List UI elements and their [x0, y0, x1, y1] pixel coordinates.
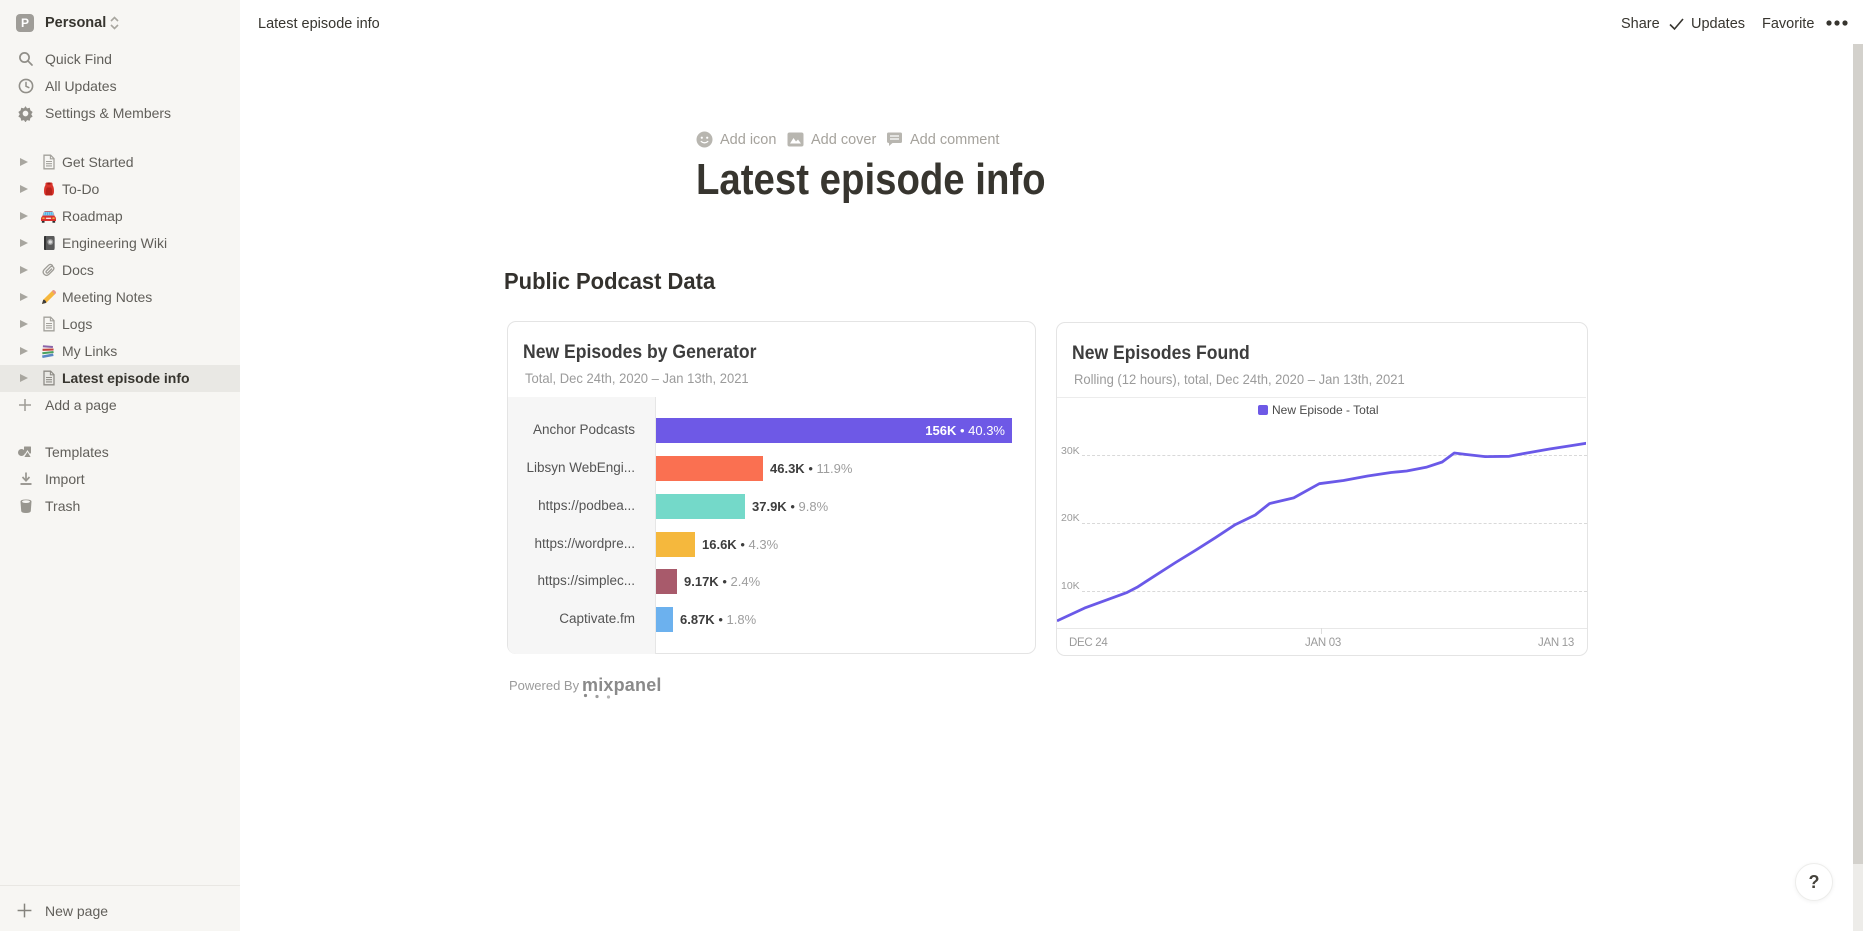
svg-text:mixpanel: mixpanel [582, 675, 662, 695]
